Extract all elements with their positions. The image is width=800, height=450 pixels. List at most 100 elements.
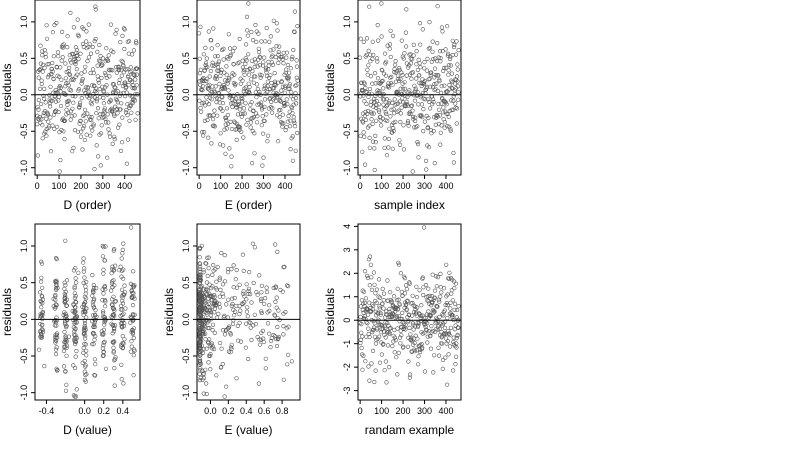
data-point	[362, 300, 368, 306]
data-point	[382, 97, 387, 102]
data-point	[411, 42, 416, 48]
data-point	[115, 106, 120, 111]
data-point	[426, 286, 431, 291]
data-point	[198, 67, 203, 72]
data-point	[71, 100, 76, 105]
data-point	[419, 102, 425, 107]
data-point	[94, 99, 99, 104]
data-point	[448, 325, 454, 330]
data-point	[437, 314, 442, 320]
data-point	[70, 76, 75, 82]
data-point	[220, 95, 225, 100]
data-point	[271, 18, 276, 23]
data-point	[433, 321, 438, 326]
data-point	[81, 269, 86, 274]
data-point	[262, 118, 267, 124]
data-point	[408, 61, 414, 66]
data-point	[257, 273, 262, 278]
data-point	[247, 72, 252, 77]
data-point	[125, 112, 130, 118]
data-point	[39, 293, 44, 298]
data-point	[425, 340, 430, 345]
data-point	[237, 282, 242, 287]
data-point	[432, 288, 438, 293]
data-point	[253, 22, 258, 28]
data-point	[259, 39, 264, 44]
data-point	[263, 39, 268, 44]
data-point	[84, 353, 89, 358]
data-point	[408, 372, 413, 377]
data-point	[451, 368, 456, 373]
data-point	[198, 366, 203, 371]
data-point	[88, 51, 94, 56]
data-point	[360, 352, 365, 357]
data-point	[359, 330, 364, 335]
data-point	[233, 81, 238, 87]
data-point	[53, 286, 59, 291]
data-point	[72, 394, 77, 399]
data-point	[268, 34, 273, 39]
data-point	[82, 88, 87, 93]
data-point	[50, 60, 55, 66]
data-point	[410, 169, 415, 174]
data-point	[210, 304, 215, 309]
data-point	[259, 283, 265, 288]
data-point	[380, 301, 385, 306]
data-point	[438, 55, 443, 61]
data-point	[54, 345, 59, 350]
data-point	[211, 123, 216, 128]
data-point	[131, 326, 137, 331]
data-point	[66, 65, 72, 70]
data-point	[386, 81, 391, 86]
data-point	[39, 81, 44, 87]
data-point	[74, 387, 79, 392]
data-point	[443, 109, 448, 114]
x-tick-label: 400	[117, 181, 132, 191]
data-point	[92, 318, 97, 323]
data-point	[64, 353, 69, 358]
data-point	[222, 253, 227, 258]
data-point	[413, 304, 418, 309]
data-point	[198, 328, 203, 333]
data-point	[91, 303, 96, 308]
data-point	[63, 337, 68, 342]
data-point	[397, 302, 402, 307]
data-point	[391, 128, 396, 133]
data-point	[100, 287, 105, 292]
data-point	[424, 167, 429, 172]
data-point	[284, 97, 289, 102]
data-point	[111, 350, 116, 355]
data-point	[41, 93, 46, 98]
data-point	[290, 54, 295, 60]
data-point	[359, 322, 364, 327]
data-point	[124, 66, 130, 72]
data-point	[125, 137, 131, 142]
data-point	[453, 362, 458, 367]
data-point	[241, 135, 246, 140]
x-tick-label: 0.4	[240, 406, 253, 416]
data-point	[432, 82, 437, 87]
data-point	[437, 113, 442, 118]
data-point	[197, 371, 202, 377]
data-point	[217, 91, 222, 96]
data-point	[105, 58, 111, 63]
data-point	[100, 84, 105, 89]
data-point	[292, 9, 298, 14]
data-point	[74, 336, 79, 341]
data-point	[203, 318, 209, 323]
data-point	[121, 311, 126, 316]
data-point	[438, 294, 443, 299]
data-point	[383, 325, 388, 330]
data-point	[229, 164, 234, 169]
data-point	[452, 301, 458, 307]
data-point	[371, 303, 376, 309]
data-point	[390, 33, 396, 39]
data-point	[205, 117, 210, 123]
data-point	[395, 109, 400, 114]
data-point	[403, 30, 409, 35]
data-point	[198, 274, 203, 279]
scatter-panel-p4: -0.4 0.0 0.2 0.4-1.0-0.50.00.51.0D (value)r…	[0, 223, 141, 437]
plot-frame	[34, 223, 141, 401]
scatter-panel-p5: 0.0 0.2 0.4 0.6 0.8-1.0-0.50.00.51.0E (value…	[162, 223, 301, 437]
